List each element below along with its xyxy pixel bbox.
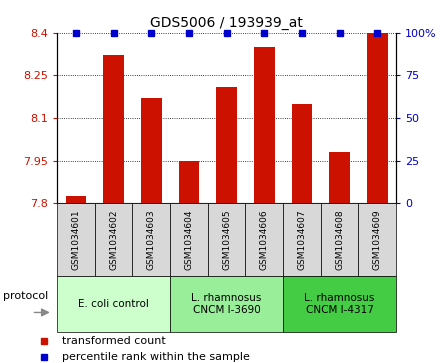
Text: GSM1034608: GSM1034608 [335, 209, 344, 270]
Text: GSM1034602: GSM1034602 [109, 209, 118, 270]
Bar [254, 47, 275, 203]
Bar [95, 203, 132, 276]
Bar [66, 196, 86, 203]
Bar [283, 203, 321, 276]
Bar [329, 152, 350, 203]
Bar [321, 203, 358, 276]
Bar [57, 203, 95, 276]
Title: GDS5006 / 193939_at: GDS5006 / 193939_at [150, 16, 303, 30]
Text: E. coli control: E. coli control [78, 299, 149, 309]
Text: protocol: protocol [3, 290, 48, 301]
Bar [170, 203, 208, 276]
Bar [132, 203, 170, 276]
Bar [208, 203, 246, 276]
Text: GSM1034604: GSM1034604 [184, 209, 194, 270]
Text: GSM1034607: GSM1034607 [297, 209, 306, 270]
Bar [216, 87, 237, 203]
Text: GSM1034603: GSM1034603 [147, 209, 156, 270]
Bar [367, 33, 388, 203]
Bar [292, 104, 312, 203]
Bar [283, 276, 396, 332]
Bar [358, 203, 396, 276]
Bar [179, 160, 199, 203]
Text: percentile rank within the sample: percentile rank within the sample [62, 352, 249, 362]
Bar [57, 276, 170, 332]
Text: GSM1034609: GSM1034609 [373, 209, 381, 270]
Bar [103, 56, 124, 203]
Text: GSM1034606: GSM1034606 [260, 209, 269, 270]
Text: L. rhamnosus
CNCM I-4317: L. rhamnosus CNCM I-4317 [304, 293, 375, 315]
Text: GSM1034601: GSM1034601 [72, 209, 81, 270]
Bar [246, 203, 283, 276]
Text: L. rhamnosus
CNCM I-3690: L. rhamnosus CNCM I-3690 [191, 293, 262, 315]
Bar [170, 276, 283, 332]
Text: GSM1034605: GSM1034605 [222, 209, 231, 270]
Text: transformed count: transformed count [62, 337, 165, 346]
Bar [141, 98, 161, 203]
